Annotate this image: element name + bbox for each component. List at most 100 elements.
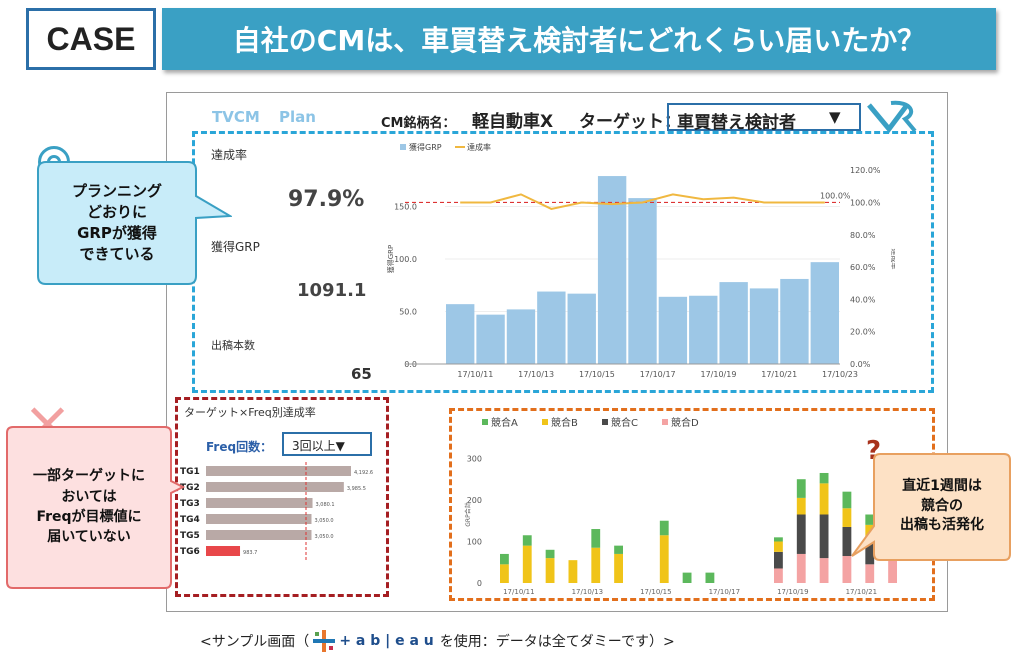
grp-bar: [597, 176, 627, 364]
footer-before: <サンプル画面（: [200, 634, 310, 650]
legend-swatch: [602, 419, 608, 425]
y2-tick-label: 0.0%: [850, 360, 871, 369]
tableau-wordmark: + a b | e a u: [339, 633, 434, 649]
freq-label: Freq回数：: [206, 440, 273, 454]
grp-bar: [749, 288, 779, 364]
competitor-callout: 直近1週間は 競合の 出稿も活発化: [900, 478, 984, 534]
freq-callout: 一部ターゲットに おいては Freqが目標値に 届いていない: [33, 468, 145, 546]
grp-label: 獲得GRP: [211, 240, 260, 254]
y2-tick-label: 80.0%: [850, 231, 876, 240]
y-tick-label: 150.0: [394, 203, 417, 212]
y2-tick-label: 120.0%: [850, 166, 881, 175]
freq-bar-label: 983.7: [243, 550, 257, 556]
legend-label: 競合A: [491, 416, 518, 429]
x-tick-label: 17/10/15: [640, 588, 671, 596]
cm-label: CM銘柄名：: [381, 116, 456, 131]
freq-category-label: TG2: [180, 483, 200, 493]
freq-panel-title: ターゲット×Freq別達成率: [184, 406, 316, 419]
freq-bar: [206, 482, 344, 492]
cm-value: 軽自動車X: [472, 112, 554, 132]
freq-category-label: TG5: [180, 531, 200, 541]
legend-label: 競合B: [551, 416, 578, 429]
dashboard-panel: TVCM Plan CM銘柄名： 軽自動車X ターゲット： 車買替え検討者 ▼ …: [166, 92, 948, 612]
freq-value: 3回以上▼: [292, 439, 345, 453]
chevron-down-icon: ▼: [829, 108, 841, 126]
legend-label: 競合D: [671, 416, 699, 429]
x-tick-label: 17/10/19: [777, 588, 808, 596]
grp-value: 1091.1: [297, 280, 367, 301]
y-tick-label: 300: [467, 454, 482, 463]
freq-bar-label: 3,050.0: [314, 534, 333, 540]
grp-bar: [446, 304, 475, 364]
competitor-bar-segment: [819, 483, 829, 515]
freq-bar: [206, 466, 351, 476]
y2-tick-label: 100.0%: [850, 198, 881, 207]
achievement-value: 97.9%: [288, 187, 365, 212]
competitor-bar-segment: [591, 547, 601, 583]
freq-bar: [206, 546, 241, 556]
competitor-bar-segment: [819, 472, 829, 484]
target-dropdown[interactable]: 車買替え検討者 ▼: [667, 103, 861, 133]
grp-bar: [628, 198, 657, 364]
competitor-bar-segment: [659, 535, 669, 583]
freq-section: ターゲット×Freq別達成率 Freq回数： 3回以上▼ TG1 4,192.6 T…: [175, 397, 389, 597]
freq-bar-label: 4,192.6: [354, 470, 373, 476]
y2-tick-label: 40.0%: [850, 295, 876, 304]
planning-callout: プランニング どおりに GRPが獲得 できている: [71, 182, 162, 263]
competitor-bar-segment: [774, 551, 783, 569]
freq-bar: [206, 498, 313, 508]
freq-category-label: TG3: [180, 499, 200, 509]
competitor-bar-segment: [865, 514, 875, 525]
freq-bar-label: 3,985.5: [347, 486, 366, 492]
y-axis-label: 獲得GRP: [386, 245, 395, 274]
x-tick-label: 17/10/21: [846, 588, 877, 596]
y-tick-label: 200: [467, 496, 482, 505]
freq-dropdown[interactable]: 3回以上▼: [282, 432, 372, 456]
competitor-bar-segment: [522, 545, 532, 583]
competitor-bar-segment: [842, 508, 852, 527]
grp-bar: [658, 296, 688, 364]
y-axis-label: GRP合計: [464, 502, 472, 526]
legend-label: 競合C: [611, 416, 638, 429]
x-tick-label: 17/10/13: [572, 588, 603, 596]
legend-swatch: [542, 419, 548, 425]
legend-swatch: [662, 419, 668, 425]
freq-callout-shape: [6, 426, 185, 589]
competitor-bar-segment: [545, 558, 555, 583]
achievement-line: [460, 193, 825, 210]
competitor-bar-segment: [888, 549, 897, 583]
competitor-bar-segment: [500, 553, 509, 565]
legend-label-grp: 獲得GRP: [409, 142, 442, 152]
competitor-bar-segment: [568, 560, 578, 583]
competitor-bar-segment: [796, 553, 806, 583]
competitor-bar-segment: [500, 564, 509, 583]
y-tick-label: 100: [467, 537, 482, 546]
y2-axis-label: 達成率: [890, 249, 895, 270]
tableau-logo-icon: [313, 630, 336, 652]
competitor-bar-segment: [614, 545, 623, 554]
page-title: 自社のCMは、車買替え検討者にどれくらい届いたか？: [162, 8, 996, 70]
spots-label: 出稿本数: [211, 339, 255, 352]
spots-value: 65: [351, 365, 372, 383]
y-tick-label: 0: [477, 579, 482, 588]
competitor-bar-segment: [774, 568, 783, 583]
legend-swatch-grp: [400, 144, 406, 150]
x-tick-label: 17/10/11: [503, 588, 534, 596]
competitor-bar-segment: [545, 549, 555, 559]
competitor-bar-segment: [842, 491, 852, 509]
x-tick-label: 17/10/15: [579, 370, 615, 379]
legend-label-rate: 達成率: [467, 142, 491, 152]
y2-tick-label: 60.0%: [850, 263, 876, 272]
tab-tvcm[interactable]: TVCM: [212, 108, 260, 126]
footer-after: を使用：データは全てダミーです）>: [439, 634, 675, 650]
x-tick-label: 17/10/17: [709, 588, 740, 596]
competitor-bar-segment: [796, 479, 806, 498]
tab-plan[interactable]: Plan: [279, 108, 316, 126]
freq-bar-label: 3,080.1: [316, 502, 335, 508]
y2-tick-label: 20.0%: [850, 328, 876, 337]
grp-bar: [810, 262, 839, 364]
x-tick-label: 17/10/17: [640, 370, 676, 379]
grp-bar: [719, 282, 748, 364]
grp-bar: [476, 314, 505, 364]
competitor-bar-segment: [796, 514, 806, 554]
